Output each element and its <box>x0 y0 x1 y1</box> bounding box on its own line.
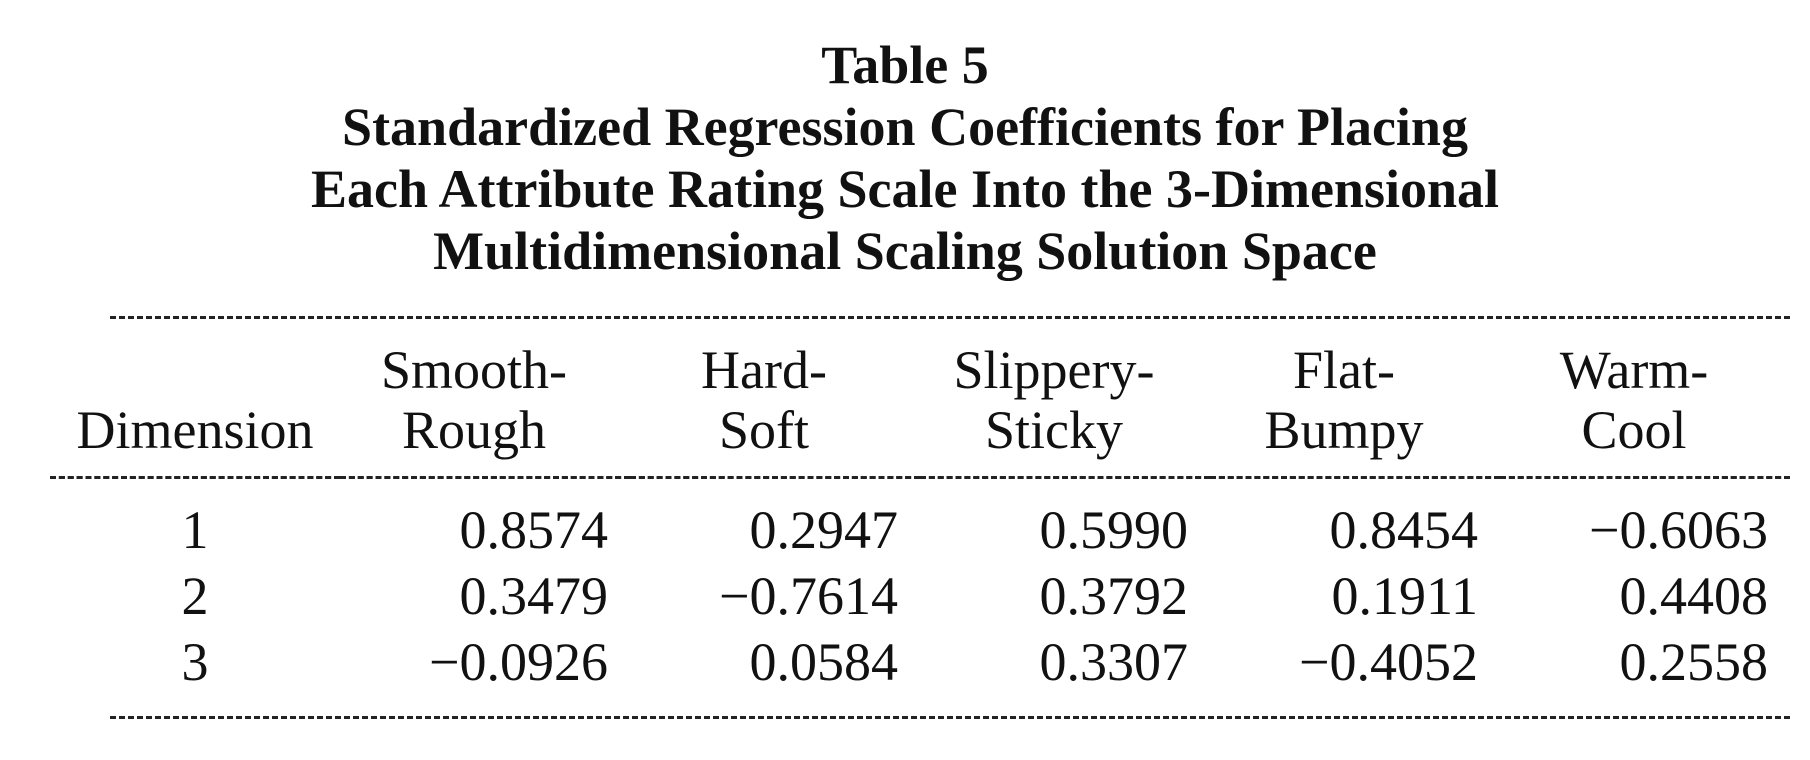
dimension-cell: 3 <box>181 632 209 692</box>
column-header-warm-cool: Warm- Cool <box>1500 340 1790 479</box>
value-cell: 0.2558 <box>1619 632 1769 692</box>
value-cell: −0.7614 <box>719 566 898 626</box>
value-cell: 0.2947 <box>749 500 899 560</box>
dimension-cell: 1 <box>181 500 209 560</box>
table-label: Table 5 <box>821 35 989 95</box>
column-header-line: Warm- <box>1559 340 1709 400</box>
table-row: 1 0.8574 0.2947 0.5990 0.8454 −0.6063 <box>50 478 1790 564</box>
value-cell: 0.3792 <box>1039 566 1189 626</box>
table-bottom-rule <box>110 716 1790 719</box>
value-cell: −0.4052 <box>1299 632 1478 692</box>
table-title-line-3: Multidimensional Scaling Solution Space <box>433 221 1377 281</box>
value-cell: 0.5990 <box>1039 500 1189 560</box>
column-header-hard-soft: Hard- Soft <box>630 340 920 479</box>
table-caption: Table 5 Standardized Regression Coeffici… <box>0 34 1810 282</box>
coefficient-table: Dimension Smooth- Rough Hard- Soft Slipp… <box>50 340 1790 695</box>
value-cell: 0.8454 <box>1329 500 1479 560</box>
value-cell: 0.8574 <box>459 500 609 560</box>
column-header-line: Soft <box>718 400 810 460</box>
column-header-line: Smooth- <box>380 340 568 400</box>
column-header-line: Slippery- <box>953 340 1155 400</box>
column-header-line: Cool <box>1581 400 1687 460</box>
value-cell: 0.0584 <box>749 632 899 692</box>
dimension-cell: 2 <box>181 566 209 626</box>
value-cell: 0.4408 <box>1619 566 1769 626</box>
table-header-row: Dimension Smooth- Rough Hard- Soft Slipp… <box>50 340 1790 479</box>
column-header-slippery-sticky: Slippery- Sticky <box>920 340 1210 479</box>
value-cell: 0.3479 <box>459 566 609 626</box>
table-top-rule <box>110 316 1790 319</box>
table-row: 2 0.3479 −0.7614 0.3792 0.1911 0.4408 <box>50 563 1790 629</box>
column-header-line: Rough <box>401 400 547 460</box>
column-header-line: Hard- <box>701 340 827 400</box>
table-title-line-2: Each Attribute Rating Scale Into the 3-D… <box>311 159 1499 219</box>
value-cell: −0.0926 <box>429 632 608 692</box>
value-cell: −0.6063 <box>1589 500 1768 560</box>
column-header-line: Sticky <box>984 400 1123 460</box>
column-header-dimension: Dimension <box>50 340 340 479</box>
column-header-flat-bumpy: Flat- Bumpy <box>1210 340 1500 479</box>
column-header-line: Flat- <box>1293 340 1395 400</box>
table-row: 3 −0.0926 0.0584 0.3307 −0.4052 0.2558 <box>50 629 1790 695</box>
value-cell: 0.1911 <box>1331 566 1479 626</box>
table-title-line-1: Standardized Regression Coefficients for… <box>342 97 1468 157</box>
column-header-smooth-rough: Smooth- Rough <box>340 340 630 479</box>
column-header-line: Bumpy <box>1264 400 1424 460</box>
value-cell: 0.3307 <box>1039 632 1189 692</box>
